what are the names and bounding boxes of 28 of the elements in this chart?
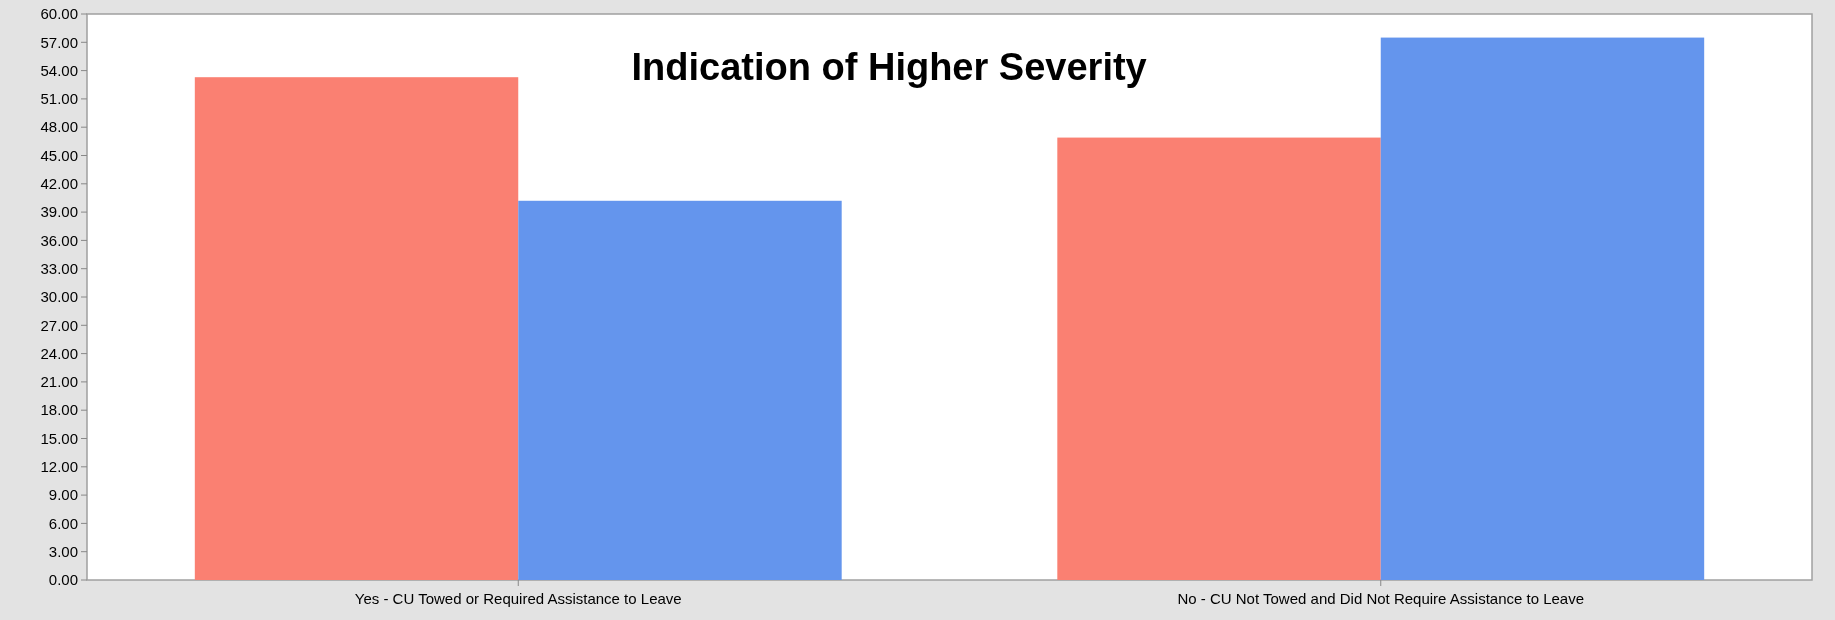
y-tick-label: 33.00 bbox=[40, 259, 78, 277]
y-tick-label: 15.00 bbox=[40, 429, 78, 447]
bar bbox=[518, 200, 842, 580]
y-tick-label: 24.00 bbox=[40, 344, 78, 362]
y-tick-label: 42.00 bbox=[40, 175, 78, 193]
x-tick-label: Yes - CU Towed or Required Assistance to Leave bbox=[354, 590, 682, 607]
bar bbox=[1057, 137, 1381, 580]
y-tick-label: 45.00 bbox=[40, 146, 78, 164]
y-tick-label: 21.00 bbox=[40, 373, 78, 391]
y-tick-label: 30.00 bbox=[40, 288, 78, 306]
y-tick-label: 57.00 bbox=[40, 33, 78, 51]
y-tick-label: 12.00 bbox=[40, 458, 78, 476]
y-tick-label: 0.00 bbox=[48, 571, 78, 589]
bar bbox=[194, 77, 519, 580]
bar bbox=[1380, 37, 1705, 580]
y-tick-label: 27.00 bbox=[40, 316, 78, 334]
x-tick-label: No - CU Not Towed and Did Not Require Assistance to Leave bbox=[1177, 590, 1585, 607]
y-tick-label: 39.00 bbox=[40, 203, 78, 221]
text: Indication of Higher Severity bbox=[631, 46, 1147, 88]
y-tick-label: 3.00 bbox=[48, 542, 78, 560]
y-tick-label: 60.00 bbox=[40, 5, 78, 23]
y-tick-label: 54.00 bbox=[40, 61, 78, 79]
y-tick-label: 48.00 bbox=[40, 118, 78, 136]
y-tick-label: 9.00 bbox=[48, 486, 78, 504]
y-tick-label: 6.00 bbox=[48, 514, 78, 532]
y-tick-label: 36.00 bbox=[40, 231, 78, 249]
y-tick-label: 18.00 bbox=[40, 401, 78, 419]
y-tick-label: 51.00 bbox=[40, 90, 78, 108]
